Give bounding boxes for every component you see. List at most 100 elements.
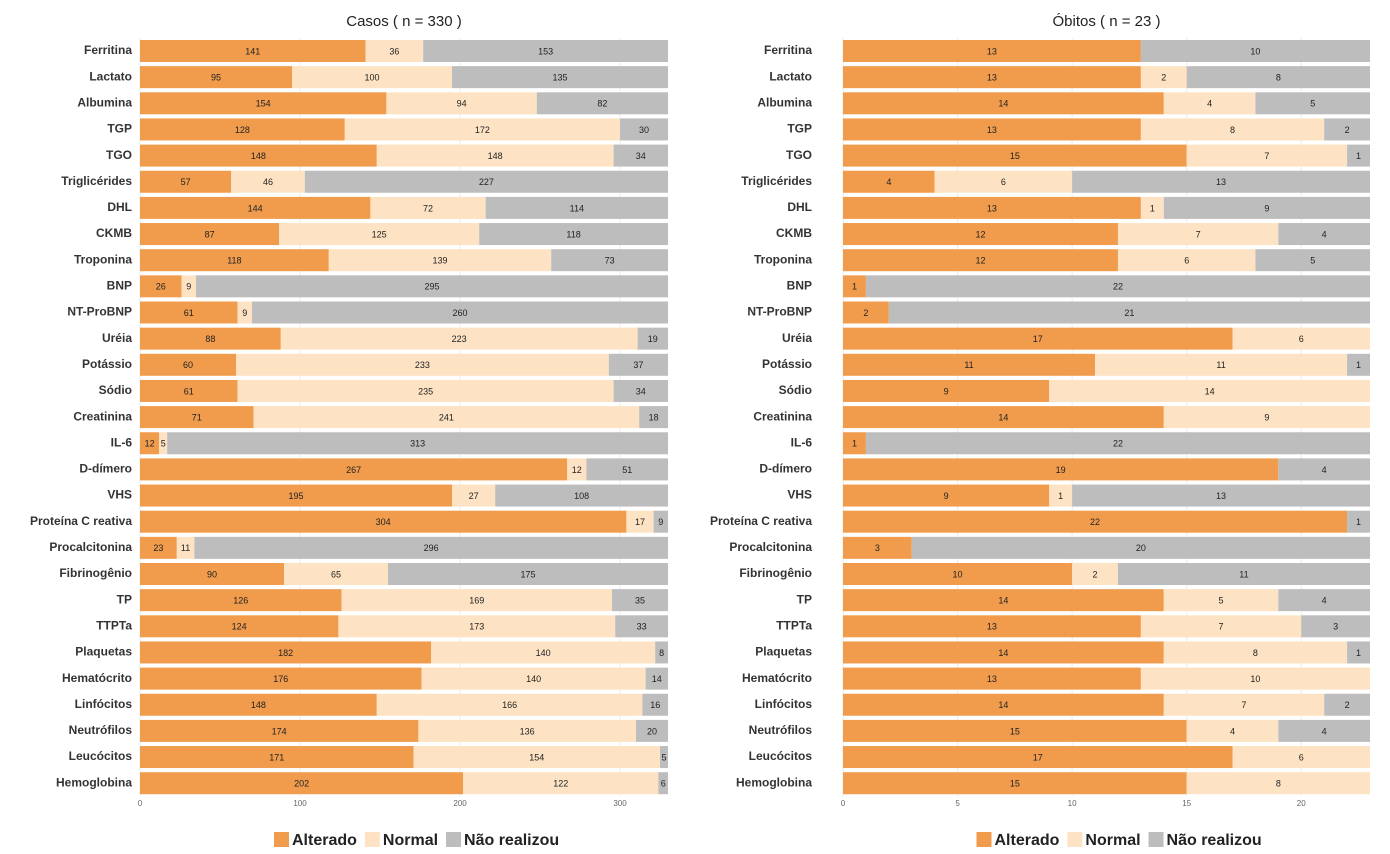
category-label: Neutrófilos — [69, 723, 133, 737]
category-label: Uréia — [782, 331, 812, 345]
value-label: 46 — [263, 177, 273, 187]
bar-segment — [140, 40, 366, 62]
value-label: 154 — [529, 752, 544, 762]
bar-segment — [1163, 92, 1256, 115]
bar-segment — [338, 615, 616, 638]
bar-segment — [140, 615, 339, 638]
value-label: 7 — [1219, 622, 1224, 632]
value-label: 8 — [1276, 73, 1281, 83]
bar-segment — [376, 144, 614, 167]
category-label: TGP — [107, 122, 132, 136]
bar-segment — [452, 66, 668, 89]
category-label: Linfócitos — [755, 697, 813, 711]
x-tick-label: 300 — [613, 799, 627, 808]
category-label: Creatinina — [73, 409, 132, 423]
bar-segment — [479, 223, 668, 246]
category-label: Uréia — [102, 331, 132, 345]
value-label: 7 — [1264, 151, 1269, 161]
bar-segment — [1117, 563, 1370, 585]
category-label: Proteína C reativa — [710, 514, 812, 528]
value-label: 57 — [181, 177, 191, 187]
value-label: 65 — [331, 569, 341, 579]
bar-segment — [843, 301, 889, 324]
bar-segment — [140, 327, 281, 350]
value-label: 22 — [1113, 282, 1123, 292]
legend-swatch — [274, 832, 289, 847]
bar-segment — [279, 223, 480, 246]
value-label: 2 — [1345, 125, 1350, 135]
value-label: 140 — [536, 648, 551, 658]
bar-segment — [140, 301, 238, 324]
value-label: 140 — [526, 674, 541, 684]
bar-segment — [1186, 719, 1279, 742]
bar-segment — [280, 327, 638, 350]
category-label: CKMB — [96, 226, 132, 240]
bar-segment — [140, 170, 232, 193]
bar-segment — [423, 40, 668, 62]
value-label: 3 — [875, 543, 880, 553]
bar-segment — [140, 92, 387, 115]
bar-segment — [1163, 196, 1370, 219]
value-label: 122 — [553, 779, 568, 789]
legend-label: Normal — [383, 832, 438, 849]
bar-segment — [140, 458, 568, 481]
value-label: 37 — [633, 360, 643, 370]
value-label: 12 — [975, 256, 985, 266]
bar-segment — [304, 170, 668, 193]
bar-segment — [1347, 144, 1370, 167]
value-label: 51 — [622, 465, 632, 475]
bar-segment — [1163, 693, 1325, 716]
x-tick-label: 20 — [1297, 799, 1306, 808]
bar-segment — [140, 667, 422, 690]
bar-segment — [613, 379, 668, 402]
bar-segment — [1140, 615, 1302, 638]
bar-segment — [485, 196, 668, 219]
category-label: BNP — [787, 279, 812, 293]
value-label: 34 — [636, 151, 646, 161]
value-label: 73 — [605, 256, 615, 266]
bar-segment — [843, 249, 1118, 272]
value-label: 17 — [1033, 752, 1043, 762]
bar-segment — [421, 667, 646, 690]
legend-swatch — [1067, 832, 1083, 847]
bar-segment — [843, 353, 1096, 376]
value-label: 171 — [269, 752, 284, 762]
value-label: 267 — [346, 465, 361, 475]
x-tick-label: 200 — [453, 799, 467, 808]
bar-segment — [639, 406, 668, 429]
value-label: 94 — [457, 99, 467, 109]
category-label: Hematócrito — [742, 671, 812, 685]
bar-segment — [1324, 693, 1370, 716]
value-label: 175 — [520, 569, 535, 579]
value-label: 125 — [372, 229, 387, 239]
bar-segment — [843, 615, 1141, 638]
value-label: 6 — [1001, 177, 1006, 187]
value-label: 4 — [1322, 229, 1327, 239]
value-label: 153 — [538, 46, 553, 56]
bar-segment — [843, 327, 1233, 350]
category-label: TGO — [786, 148, 812, 162]
bar-segment — [418, 719, 636, 742]
bar-segment — [1049, 484, 1073, 507]
category-label: CKMB — [776, 226, 812, 240]
value-label: 13 — [987, 674, 997, 684]
bar-segment — [1049, 379, 1370, 402]
bar-segment — [341, 589, 612, 612]
value-label: 14 — [1205, 386, 1215, 396]
bar-segment — [843, 484, 1050, 507]
bar-segment — [140, 196, 371, 219]
value-label: 61 — [184, 308, 194, 318]
value-label: 60 — [183, 360, 193, 370]
bar-segment — [140, 144, 377, 167]
bar-segment — [140, 118, 345, 141]
bar-segment — [843, 66, 1141, 89]
bar-segment — [612, 589, 668, 612]
bar-segment — [1232, 327, 1370, 350]
value-label: 5 — [1310, 256, 1315, 266]
value-label: 22 — [1090, 517, 1100, 527]
category-label: D-dímero — [759, 462, 812, 476]
bar-segment — [865, 432, 1370, 455]
bar-segment — [1347, 510, 1370, 533]
category-label: Neutrófilos — [749, 723, 813, 737]
bar-segment — [551, 249, 668, 272]
